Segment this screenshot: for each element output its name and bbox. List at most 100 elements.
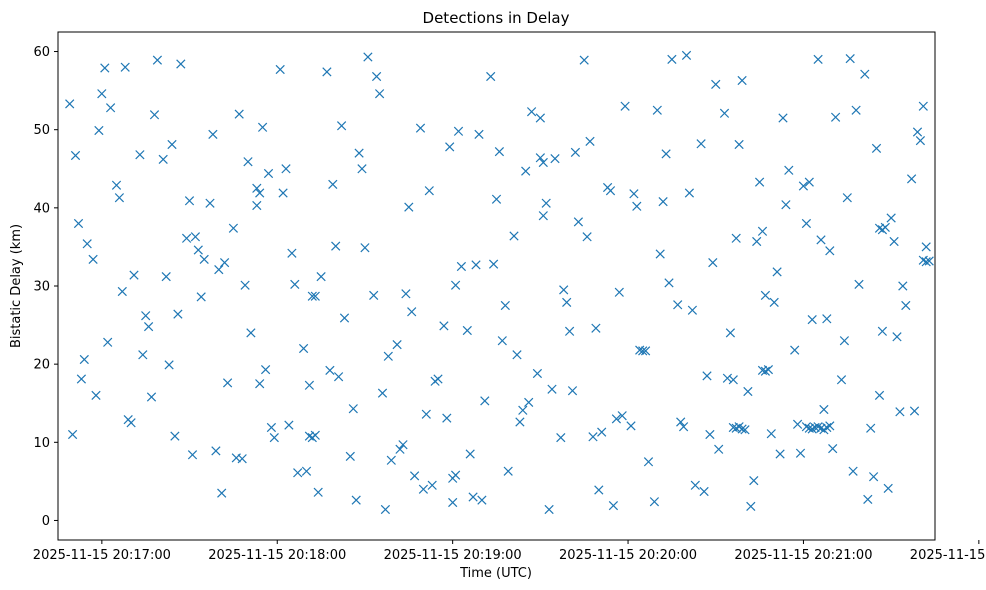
data-point	[863, 494, 873, 505]
data-point	[158, 154, 168, 165]
data-point	[263, 168, 274, 179]
data-point	[822, 314, 832, 324]
data-point	[252, 200, 262, 211]
data-point	[629, 189, 639, 199]
data-point	[339, 313, 350, 323]
data-point	[129, 270, 139, 280]
data-point	[456, 261, 467, 272]
data-point	[874, 390, 885, 401]
data-point	[141, 311, 151, 321]
data-point	[284, 420, 294, 430]
data-point	[208, 129, 218, 140]
data-point	[532, 368, 543, 379]
data-point	[731, 233, 741, 243]
data-point	[94, 125, 104, 136]
data-point	[848, 466, 858, 476]
data-point	[813, 422, 823, 432]
data-point	[354, 148, 364, 158]
data-point	[626, 421, 636, 431]
data-point	[678, 422, 689, 432]
data-point	[535, 113, 546, 123]
data-point	[371, 71, 382, 82]
data-point	[503, 466, 513, 476]
data-point	[252, 183, 262, 193]
data-point	[196, 292, 206, 302]
data-point	[807, 314, 817, 325]
data-point	[79, 354, 89, 365]
data-point	[117, 286, 127, 297]
data-point	[450, 470, 461, 480]
data-point	[143, 321, 154, 332]
data-point	[737, 424, 747, 434]
data-point	[912, 127, 923, 137]
data-point	[728, 375, 738, 385]
data-point	[205, 198, 215, 208]
data-point	[924, 256, 934, 266]
data-point	[760, 366, 771, 376]
data-point	[266, 422, 277, 433]
data-point	[497, 336, 507, 346]
data-point	[880, 222, 890, 233]
data-point	[228, 223, 239, 233]
data-point	[801, 218, 812, 229]
data-point	[737, 75, 747, 86]
data-point	[743, 386, 753, 397]
data-point	[488, 259, 499, 269]
y-axis: 0 10 20 30 40 50 60	[33, 45, 58, 529]
data-point	[585, 136, 595, 147]
data-point	[234, 109, 244, 119]
data-point	[667, 54, 677, 65]
data-point	[661, 149, 671, 159]
data-point	[170, 431, 180, 441]
data-point	[222, 378, 233, 388]
data-point	[374, 89, 385, 99]
data-point	[275, 64, 285, 75]
x-tick-label: 2025-11-15 20:20:00	[559, 548, 697, 563]
data-point	[839, 336, 850, 346]
data-point	[784, 165, 794, 175]
data-point	[471, 260, 481, 270]
data-point	[310, 291, 320, 301]
data-point	[240, 280, 250, 290]
y-tick-label: 50	[33, 123, 50, 138]
data-point	[290, 279, 300, 290]
data-point	[906, 174, 917, 184]
data-point	[795, 448, 806, 458]
data-point	[836, 375, 847, 385]
x-tick-label: 2025-11-15 20:21:00	[734, 548, 872, 563]
data-point	[594, 485, 604, 495]
data-point	[360, 243, 370, 253]
x-tick-label: 2025-11-15 20:18:00	[208, 548, 346, 563]
data-point	[687, 305, 698, 315]
data-point	[386, 455, 396, 465]
data-point	[909, 406, 920, 416]
data-point	[304, 380, 315, 390]
data-point	[336, 121, 347, 131]
data-point	[673, 300, 683, 310]
x-axis: 2025-11-15 20:17:00 2025-11-15 20:18:00 20…	[33, 540, 986, 563]
data-point	[883, 483, 893, 494]
data-point	[421, 409, 431, 419]
data-point	[91, 390, 101, 401]
data-point	[442, 413, 452, 423]
data-point	[699, 486, 709, 497]
data-point	[255, 379, 265, 389]
data-point	[103, 337, 113, 347]
data-point	[138, 350, 148, 360]
data-point	[333, 372, 344, 382]
data-point	[377, 388, 388, 398]
data-point	[494, 146, 505, 157]
data-point	[450, 280, 461, 290]
data-point	[298, 343, 309, 354]
data-point	[868, 472, 879, 482]
data-point	[521, 166, 531, 176]
data-point	[257, 122, 268, 132]
data-point	[889, 236, 899, 247]
data-point	[316, 271, 326, 282]
data-point	[301, 466, 312, 476]
data-point	[638, 346, 648, 356]
data-point	[181, 233, 192, 243]
data-point	[877, 326, 888, 336]
